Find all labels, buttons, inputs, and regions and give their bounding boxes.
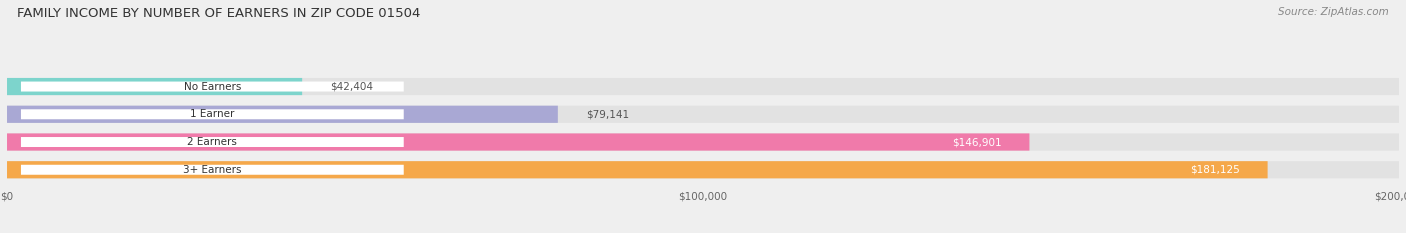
Text: $146,901: $146,901	[952, 137, 1001, 147]
Text: 2 Earners: 2 Earners	[187, 137, 238, 147]
Text: 3+ Earners: 3+ Earners	[183, 165, 242, 175]
FancyBboxPatch shape	[7, 78, 1399, 95]
Text: $79,141: $79,141	[586, 109, 628, 119]
FancyBboxPatch shape	[7, 134, 1029, 151]
Text: 1 Earner: 1 Earner	[190, 109, 235, 119]
FancyBboxPatch shape	[21, 109, 404, 119]
FancyBboxPatch shape	[7, 161, 1268, 178]
FancyBboxPatch shape	[7, 78, 302, 95]
Text: $42,404: $42,404	[330, 82, 373, 92]
FancyBboxPatch shape	[21, 82, 404, 92]
Text: No Earners: No Earners	[184, 82, 240, 92]
FancyBboxPatch shape	[7, 106, 558, 123]
Text: FAMILY INCOME BY NUMBER OF EARNERS IN ZIP CODE 01504: FAMILY INCOME BY NUMBER OF EARNERS IN ZI…	[17, 7, 420, 20]
FancyBboxPatch shape	[7, 161, 1399, 178]
Text: $181,125: $181,125	[1189, 165, 1240, 175]
FancyBboxPatch shape	[7, 106, 1399, 123]
Text: Source: ZipAtlas.com: Source: ZipAtlas.com	[1278, 7, 1389, 17]
FancyBboxPatch shape	[7, 134, 1399, 151]
FancyBboxPatch shape	[21, 165, 404, 175]
FancyBboxPatch shape	[21, 137, 404, 147]
